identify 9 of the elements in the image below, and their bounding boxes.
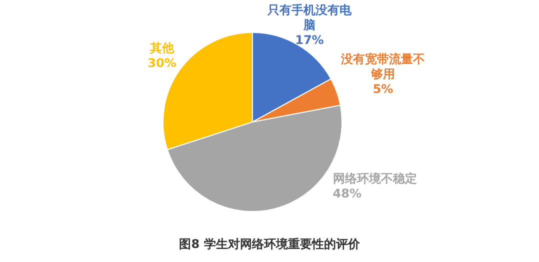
data-label: 5% — [372, 82, 394, 96]
slice-label: 网络环境不稳定 — [332, 172, 417, 186]
text: 图8 学生对网络环境重要性的评价 — [178, 236, 361, 253]
slice-label: 其他 — [148, 40, 175, 55]
slice-label: 只有手机没有电脑 — [266, 2, 352, 32]
data-label: 17% — [295, 32, 324, 47]
slice-label: 没有宽带流量不够用 — [340, 52, 426, 82]
data-label: 30% — [148, 56, 176, 70]
data-label: 48% — [332, 186, 362, 200]
